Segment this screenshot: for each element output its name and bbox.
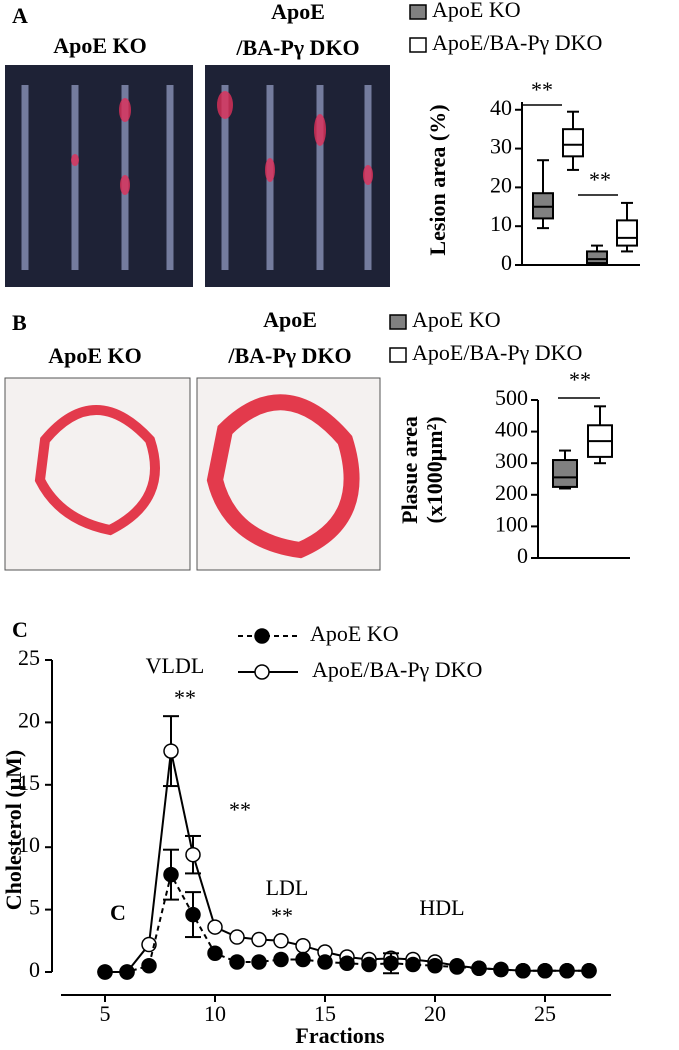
x-tick-label: 25 [534,1001,556,1026]
y-tick-label: 500 [495,385,528,410]
data-point [339,955,355,972]
y-tick-label: 200 [495,480,528,505]
y-tick-label: 15 [18,770,40,795]
legend-marker [254,664,270,680]
legend-marker [254,628,270,644]
data-point [383,955,399,972]
data-point [515,963,531,979]
legend-label: ApoE/BA-Pγ DKO [412,340,582,365]
annotation: C [110,900,126,925]
box [552,459,578,488]
data-point [141,936,157,953]
x-axis-label: Fractions [295,1023,385,1048]
data-point [449,959,465,975]
series-line [105,750,589,973]
y-tick-label: 5 [29,895,40,920]
y-tick-label: 400 [495,417,528,442]
data-point [295,951,311,968]
annotation: VLDL [146,653,205,678]
photo-caption: /BA-Pγ DKO [235,35,359,60]
annotation: HDL [419,895,464,920]
y-tick-label: 40 [490,95,512,120]
data-point [207,919,223,935]
legend-swatch [389,347,407,363]
data-point [581,963,597,979]
photo-caption: /BA-Pγ DKO [227,343,351,368]
y-axis-label: (x1000μm²) [422,416,447,523]
y-axis-label: Lesion area (%) [425,104,450,255]
data-point [493,961,509,978]
legend-label: ApoE/BA-Pγ DKO [432,30,602,55]
data-point [273,933,289,949]
annotation: LDL [266,875,309,900]
y-tick-label: 100 [495,511,528,536]
y-tick-label: 30 [490,134,512,159]
annotation: ** [589,167,611,192]
legend-swatch [409,37,427,53]
annotation: ** [569,367,591,392]
data-point [295,938,311,954]
data-point [207,945,223,962]
y-tick-label: 300 [495,448,528,473]
y-tick-label: 0 [29,957,40,982]
y-tick-label: 0 [501,250,512,275]
data-point [163,743,179,759]
annotation: ** [229,797,251,822]
annotation: ** [174,685,196,710]
photo-caption: ApoE [263,307,317,332]
y-tick-label: 20 [18,707,40,732]
x-tick-label: 5 [100,1001,111,1026]
legend-label: ApoE KO [310,621,399,646]
data-point [229,954,245,970]
panel-label: A [12,3,28,28]
y-tick-label: 0 [517,543,528,568]
data-point [163,866,179,883]
data-point [405,956,421,973]
data-point [141,958,157,974]
data-point [97,964,113,980]
data-point [251,954,267,970]
x-tick-label: 15 [314,1001,336,1026]
panel-label: B [12,310,27,335]
y-axis-label: Plasue area [397,416,422,524]
annotation: ** [531,77,553,102]
data-point [185,846,201,863]
panel-label: C [12,617,28,642]
box [562,128,584,158]
data-point [559,963,575,979]
photo-caption: ApoE KO [48,343,142,368]
data-point [251,931,267,948]
data-point [427,958,443,974]
data-point [471,960,487,977]
y-tick-label: 20 [490,172,512,197]
y-tick-label: 10 [490,211,512,236]
photo-caption: ApoE [271,0,325,24]
x-tick-label: 20 [424,1001,446,1026]
legend-label: ApoE/BA-Pγ DKO [312,657,482,682]
legend-swatch [409,4,427,20]
data-point [317,954,333,970]
annotation: ** [271,903,293,928]
y-axis-label: Cholesterol (μM) [1,750,26,911]
data-point [361,956,377,973]
photo-caption: ApoE KO [53,33,147,58]
legend-swatch [389,314,407,330]
data-point [119,964,135,980]
photos [4,65,390,571]
legend-label: ApoE KO [412,307,501,332]
x-tick-label: 10 [204,1001,226,1026]
data-point [185,906,201,923]
box [586,250,608,265]
legend-label: ApoE KO [432,0,521,22]
data-point [537,963,553,979]
data-point [229,929,245,945]
y-tick-label: 25 [18,645,40,670]
data-point [273,951,289,968]
y-tick-label: 10 [18,832,40,857]
box [616,219,638,247]
